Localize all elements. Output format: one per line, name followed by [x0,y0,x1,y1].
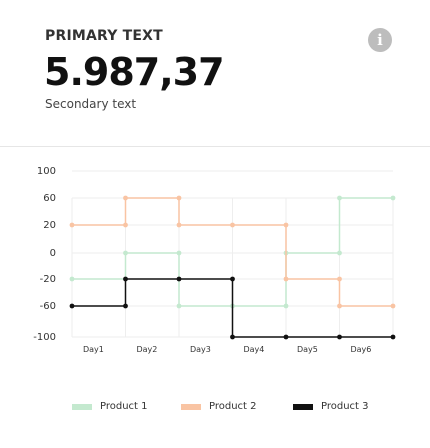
series-line [72,278,393,338]
data-point [123,250,128,256]
y-tick-label: -100 [33,332,56,343]
x-tick-label: Day2 [136,345,157,354]
data-point [337,250,342,256]
legend-item-1[interactable]: Product 1 [72,401,148,413]
data-point [337,195,342,201]
x-tick-label: Day6 [350,345,371,354]
y-tick-label: 0 [50,248,56,259]
data-point [69,276,75,282]
y-tick-label: -20 [40,274,56,285]
data-point [123,303,128,309]
x-tick-label: Day5 [297,345,318,354]
data-point [337,276,342,282]
data-point [176,222,182,228]
y-tick-label: 20 [43,220,56,231]
info-icon[interactable]: i [368,28,392,52]
data-point [69,222,75,228]
series-2 [69,195,396,309]
data-point [176,250,182,256]
y-tick-label: -60 [40,301,56,312]
legend-item-2[interactable]: Product 2 [181,401,257,413]
legend-swatch [72,403,92,410]
data-point [390,334,396,340]
y-tick-label: 100 [37,166,56,177]
legend-label: Product 1 [100,401,148,412]
primary-text: PRIMARY TEXT [45,28,163,44]
secondary-text: Secondary text [45,97,137,111]
data-point [283,222,289,228]
data-point [69,303,75,309]
x-tick-label: Day4 [243,345,264,354]
legend-swatch [181,403,201,410]
data-point [337,334,342,340]
data-point [337,303,342,309]
data-point [283,276,289,282]
primary-value: 5.987,37 [44,50,225,94]
data-point [283,334,289,340]
data-point [230,334,235,340]
data-point [390,303,396,309]
x-tick-label: Day1 [83,345,104,354]
data-point [390,195,396,201]
card-header: PRIMARY TEXT 5.987,37 Secondary text i [0,0,430,147]
data-point [176,195,182,201]
data-point [230,222,235,228]
data-point [176,303,182,309]
legend-label: Product 2 [209,401,257,412]
y-tick-label: 60 [43,193,56,204]
data-point [176,276,182,282]
data-point [123,222,128,228]
step-line-chart: 100 60 20 0 -20 -60 -100 Day1 Day2 Day3 Day4 Day5 Da… [33,166,396,354]
data-point [230,276,235,282]
data-point [123,276,128,282]
legend-label: Product 3 [321,401,369,412]
legend-swatch [293,403,313,410]
legend-item-3[interactable]: Product 3 [293,401,369,413]
data-point [123,195,128,201]
series-3 [69,276,396,340]
data-point [283,303,289,309]
x-tick-label: Day3 [190,345,211,354]
